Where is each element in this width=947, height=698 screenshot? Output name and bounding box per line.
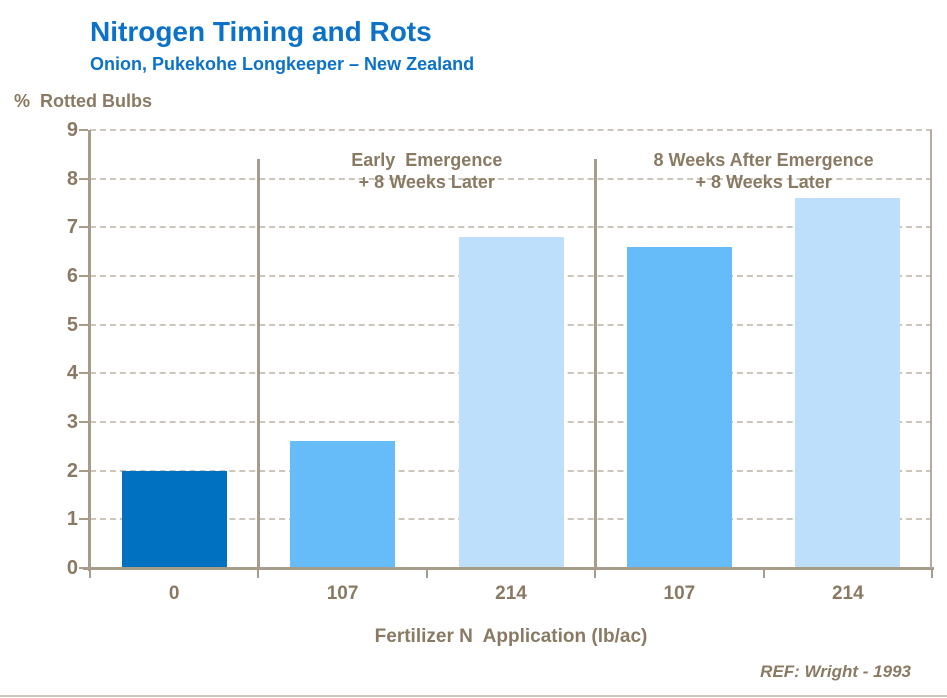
x-tick-5 bbox=[931, 570, 933, 578]
y-tick-label-9: 9 bbox=[66, 119, 78, 141]
chart-subtitle: Onion, Pukekohe Longkeeper – New Zealand bbox=[90, 54, 475, 74]
group-divider-1 bbox=[256, 159, 260, 568]
footer-divider bbox=[0, 695, 947, 697]
y-tick-label-5: 5 bbox=[66, 313, 78, 336]
y-tick-7 bbox=[79, 226, 88, 229]
group-label-1-line1: Early Emergence bbox=[351, 150, 503, 170]
x-tick-4 bbox=[762, 570, 765, 578]
bar-107-4 bbox=[626, 246, 732, 568]
y-tick-0 bbox=[79, 567, 88, 569]
bar-214-3 bbox=[458, 237, 564, 568]
x-tick-1 bbox=[257, 570, 260, 578]
bar-0-1 bbox=[121, 470, 227, 568]
y-tick-6 bbox=[79, 275, 88, 277]
reference-label: REF: Wright - 1993 bbox=[760, 662, 911, 681]
x-tick-0 bbox=[89, 570, 91, 578]
group-label-2-line1: 8 Weeks After Emergence bbox=[653, 150, 874, 170]
x-category-label-1: 0 bbox=[168, 583, 180, 604]
y-tick-label-0: 0 bbox=[66, 557, 78, 579]
x-category-label-5: 214 bbox=[831, 583, 864, 604]
gridline-8 bbox=[90, 177, 932, 180]
y-tick-label-2: 2 bbox=[66, 459, 78, 482]
plot-area bbox=[79, 129, 934, 578]
y-tick-label-3: 3 bbox=[66, 411, 78, 433]
group-divider-2 bbox=[593, 159, 597, 568]
gridline-7 bbox=[90, 226, 932, 229]
y-tick-label-4: 4 bbox=[66, 362, 78, 385]
bar-214-5 bbox=[795, 198, 901, 568]
y-axis-title: % Rotted Bulbs bbox=[14, 91, 152, 111]
x-tick-2 bbox=[425, 570, 428, 578]
y-tick-1 bbox=[79, 518, 88, 521]
group-label-1-line2: + 8 Weeks Later bbox=[358, 172, 495, 192]
y-tick-3 bbox=[79, 421, 88, 423]
group-label-2: 8 Weeks After Emergence + 8 Weeks Later bbox=[584, 149, 944, 193]
bar-107-2 bbox=[290, 441, 396, 568]
group-label-2-line2: + 8 Weeks Later bbox=[695, 172, 832, 192]
y-tick-4 bbox=[79, 372, 88, 375]
y-tick-8 bbox=[79, 177, 88, 180]
x-category-label-3: 214 bbox=[495, 583, 527, 604]
gridline-9 bbox=[90, 129, 932, 131]
chart-title: Nitrogen Timing and Rots bbox=[90, 16, 432, 47]
y-tick-label-1: 1 bbox=[66, 508, 78, 531]
x-axis-title: Fertilizer N Application (lb/ac) bbox=[374, 626, 648, 647]
plot-right-border bbox=[930, 130, 932, 568]
x-category-label-4: 107 bbox=[663, 583, 696, 604]
y-tick-2 bbox=[79, 469, 88, 472]
x-tick-3 bbox=[594, 570, 597, 578]
x-category-label-2: 107 bbox=[326, 583, 359, 604]
y-tick-9 bbox=[79, 129, 88, 131]
y-tick-label-6: 6 bbox=[66, 265, 78, 287]
group-label-1: Early Emergence + 8 Weeks Later bbox=[247, 149, 607, 193]
y-axis-line bbox=[88, 130, 91, 571]
y-tick-label-7: 7 bbox=[66, 216, 78, 239]
y-tick-label-8: 8 bbox=[66, 167, 78, 190]
x-axis-line bbox=[83, 567, 934, 570]
y-tick-5 bbox=[79, 323, 88, 326]
